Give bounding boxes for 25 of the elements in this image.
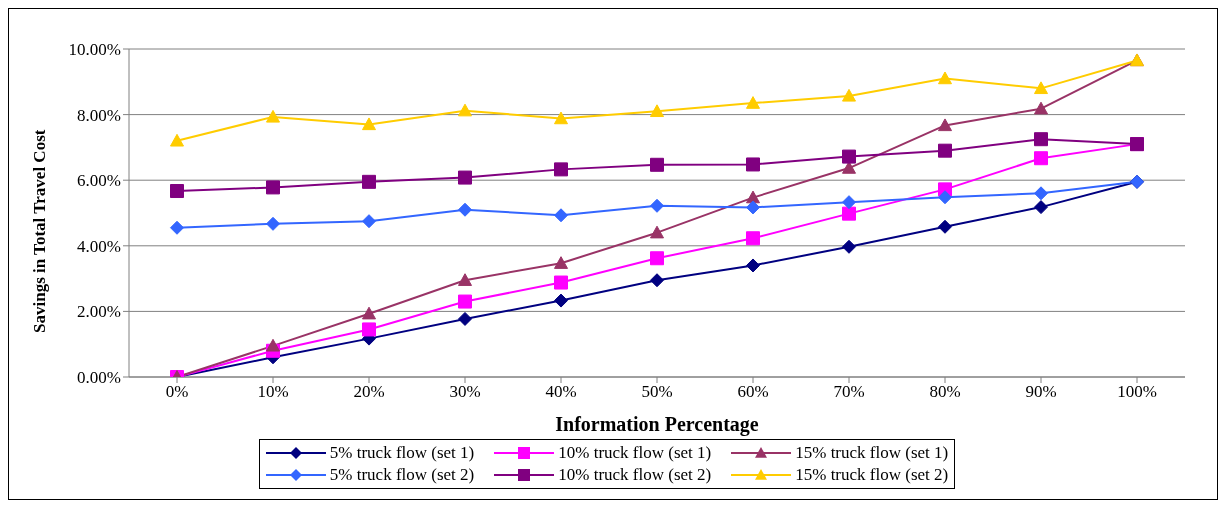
y-tick-label: 0.00% [77, 368, 121, 388]
legend-label: 5% truck flow (set 1) [329, 443, 475, 463]
legend-label: 10% truck flow (set 1) [558, 443, 712, 463]
legend-label: 15% truck flow (set 2) [795, 465, 949, 485]
x-axis-title: Information Percentage [555, 413, 759, 436]
y-tick-label: 8.00% [77, 105, 121, 125]
x-tick-label: 100% [1117, 382, 1157, 402]
x-tick-label: 0% [165, 382, 189, 402]
y-axis-title: Savings in Total Travel Cost [30, 129, 50, 333]
x-tick-label: 40% [545, 382, 577, 402]
x-tick-label: 50% [641, 382, 673, 402]
x-tick-label: 90% [1025, 382, 1057, 402]
y-tick-label: 10.00% [68, 40, 121, 60]
y-tick-label: 6.00% [77, 171, 121, 191]
x-tick-label: 30% [449, 382, 481, 402]
x-tick-label: 80% [929, 382, 961, 402]
legend-label: 10% truck flow (set 2) [558, 465, 712, 485]
legend-label: 15% truck flow (set 1) [795, 443, 949, 463]
legend-label: 5% truck flow (set 2) [329, 465, 475, 485]
y-tick-label: 4.00% [77, 236, 121, 256]
x-tick-label: 60% [737, 382, 769, 402]
x-tick-label: 20% [353, 382, 385, 402]
x-tick-label: 10% [257, 382, 289, 402]
x-tick-label: 70% [833, 382, 865, 402]
y-tick-label: 2.00% [77, 302, 121, 322]
